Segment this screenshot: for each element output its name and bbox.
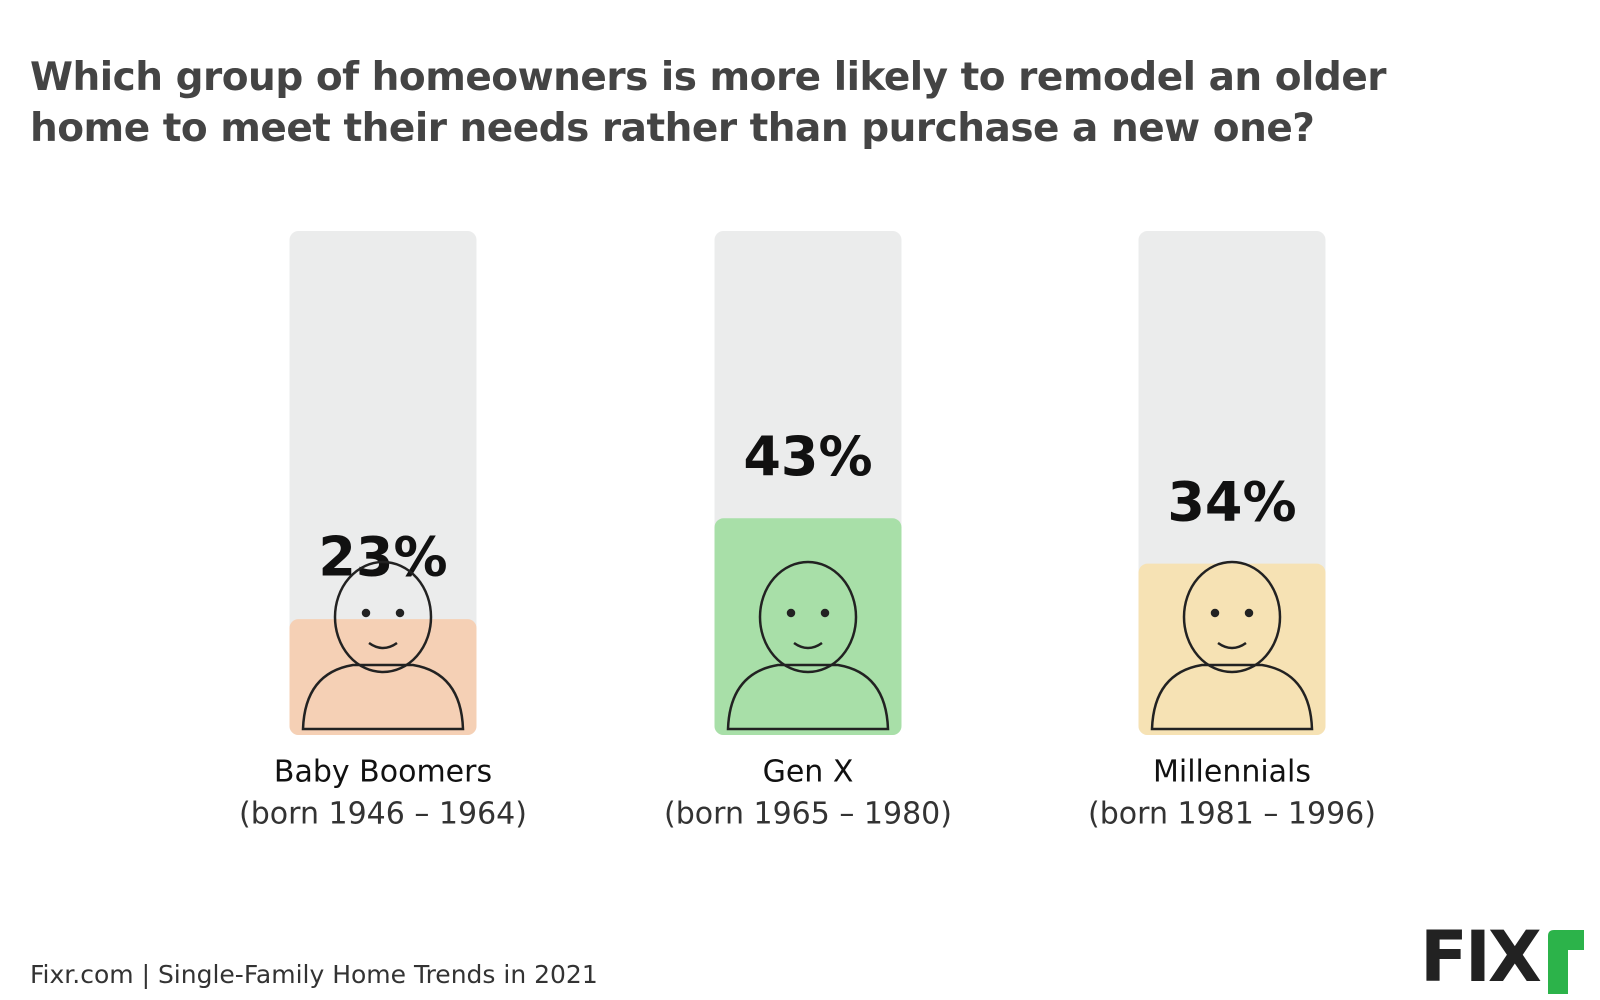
avatar-head [1182, 560, 1282, 674]
avatar-eye [786, 608, 796, 618]
value-label: 43% [743, 425, 872, 488]
category-label: Millennials [1153, 755, 1311, 790]
source: Fixr.com | Single-Family Home Trends in … [30, 960, 598, 989]
category-subtitle: (born 1981 – 1996) [1088, 797, 1376, 832]
category-label: Baby Boomers [274, 755, 492, 790]
avatar-eye [361, 608, 371, 618]
bar [714, 518, 902, 735]
category-label: Gen X [763, 755, 854, 790]
avatar-icon [301, 560, 465, 731]
avatar-head [333, 560, 433, 674]
avatar-mouth [1217, 641, 1247, 650]
avatar-body [726, 663, 890, 731]
value-label: 34% [1167, 470, 1296, 533]
avatar-eye [820, 608, 830, 618]
avatar-body [1150, 663, 1314, 731]
logo-mark [1548, 930, 1584, 994]
avatar-eye [1244, 608, 1254, 618]
avatar-head [758, 560, 858, 674]
category-subtitle: (born 1946 – 1964) [239, 797, 527, 832]
avatar-mouth [793, 641, 823, 650]
avatar-icon [726, 560, 890, 731]
avatar-eye [1210, 608, 1220, 618]
bar [1138, 563, 1326, 735]
value-label: 23% [318, 526, 447, 589]
chart-title: Which group of homeowners is more likely… [30, 55, 1387, 151]
avatar-body [301, 663, 465, 731]
bar [289, 619, 477, 735]
avatar-eye [395, 608, 405, 618]
logo: FIX [1420, 916, 1541, 998]
category-subtitle: (born 1965 – 1980) [664, 797, 952, 832]
avatar-icon [1150, 560, 1314, 731]
avatar-mouth [368, 641, 398, 650]
